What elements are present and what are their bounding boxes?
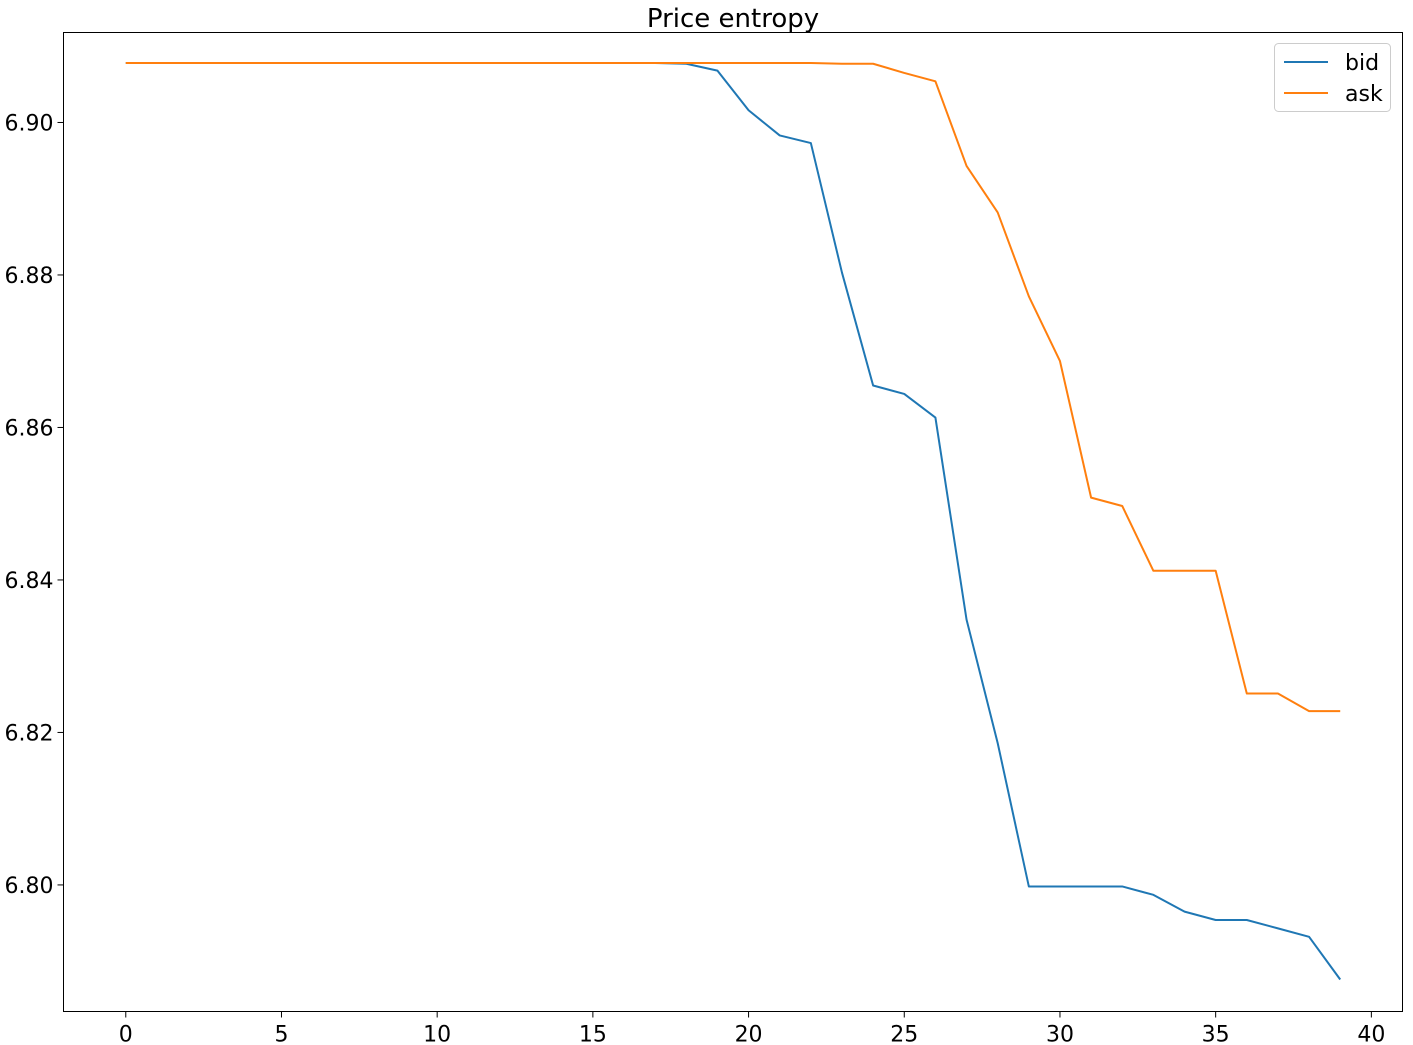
legend-box xyxy=(1274,43,1391,112)
x-tick-label: 15 xyxy=(579,1023,607,1045)
x-tick-label: 30 xyxy=(1046,1023,1074,1045)
x-tick-label: 35 xyxy=(1202,1023,1230,1045)
x-tick-label: 5 xyxy=(274,1023,288,1045)
plot-frame xyxy=(63,32,1403,1012)
x-tick-label: 0 xyxy=(119,1023,133,1045)
series-line-bid xyxy=(125,62,1342,981)
y-tick-label: 6.82 xyxy=(5,721,54,746)
legend-label-bid: bid xyxy=(1345,51,1379,76)
y-tick-label: 6.84 xyxy=(5,569,54,594)
x-tick-label: 10 xyxy=(423,1023,451,1045)
legend-label-ask: ask xyxy=(1345,82,1383,107)
y-tick-label: 6.80 xyxy=(5,874,54,899)
x-tick-label: 20 xyxy=(735,1023,763,1045)
y-tick-label: 6.90 xyxy=(5,111,54,136)
x-axis: 0 5 10 15 20 25 30 35 40 xyxy=(119,1011,1385,1045)
x-tick-label: 25 xyxy=(890,1023,918,1045)
x-tick-label: 40 xyxy=(1357,1023,1385,1045)
y-tick-label: 6.86 xyxy=(5,416,54,441)
chart-title: Price entropy xyxy=(647,4,819,34)
y-tick-label: 6.88 xyxy=(5,264,54,289)
series-line-ask xyxy=(125,62,1341,713)
legend: bid ask xyxy=(1274,43,1391,112)
plot-lines xyxy=(125,62,1342,981)
y-axis: 6.80 6.82 6.84 6.86 6.88 6.90 xyxy=(5,111,64,899)
